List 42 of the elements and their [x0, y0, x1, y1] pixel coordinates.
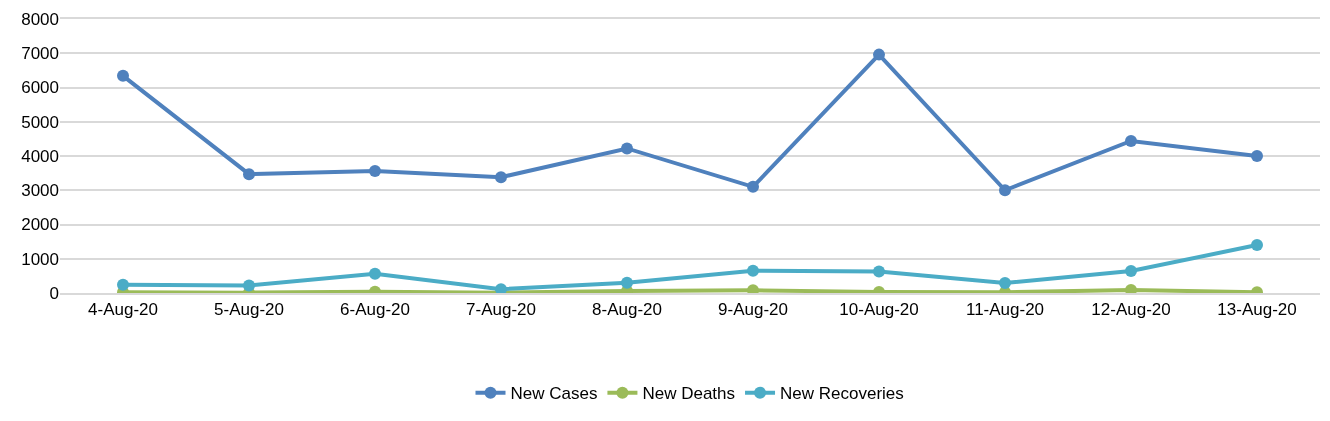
point	[117, 69, 129, 82]
point	[873, 265, 885, 278]
y-tick-label: 5000	[21, 112, 59, 132]
point	[1125, 283, 1137, 293]
x-tick-label: 4-Aug-20	[88, 300, 158, 320]
legend-label: New Recoveries	[780, 384, 904, 404]
point	[1251, 150, 1263, 162]
x-tick-label: 12-Aug-20	[1091, 300, 1171, 320]
y-tick-label: 2000	[21, 215, 59, 235]
point	[999, 277, 1011, 290]
x-tick-label: 13-Aug-20	[1217, 300, 1297, 320]
x-tick-label: 9-Aug-20	[718, 300, 788, 320]
point	[243, 279, 255, 292]
point	[621, 142, 633, 155]
point	[369, 267, 381, 280]
x-tick-label: 10-Aug-20	[839, 300, 919, 320]
y-tick-label: 0	[49, 283, 59, 303]
y-tick-label: 8000	[21, 9, 59, 29]
x-tick-label: 8-Aug-20	[592, 300, 662, 320]
x-tick-label: 5-Aug-20	[214, 300, 284, 320]
point	[243, 168, 255, 181]
point	[1251, 239, 1263, 252]
x-tick-label: 11-Aug-20	[965, 300, 1045, 320]
x-tick-label: 7-Aug-20	[466, 300, 536, 320]
point	[495, 171, 507, 184]
y-tick-label: 1000	[21, 249, 59, 269]
y-tick-label: 6000	[21, 78, 59, 98]
point	[747, 180, 759, 193]
legend-label: New Cases	[510, 384, 598, 404]
y-tick-label: 3000	[21, 181, 59, 201]
point	[873, 48, 885, 61]
point	[1125, 134, 1137, 147]
point	[117, 278, 129, 291]
point	[1125, 265, 1137, 278]
legend-label: New Deaths	[642, 384, 736, 404]
point	[621, 276, 633, 289]
x-tick-label: 6-Aug-20	[340, 300, 410, 320]
point	[747, 264, 759, 277]
point	[369, 165, 381, 178]
point	[999, 184, 1011, 197]
y-tick-label: 7000	[21, 44, 59, 64]
y-tick-label: 4000	[21, 146, 59, 166]
